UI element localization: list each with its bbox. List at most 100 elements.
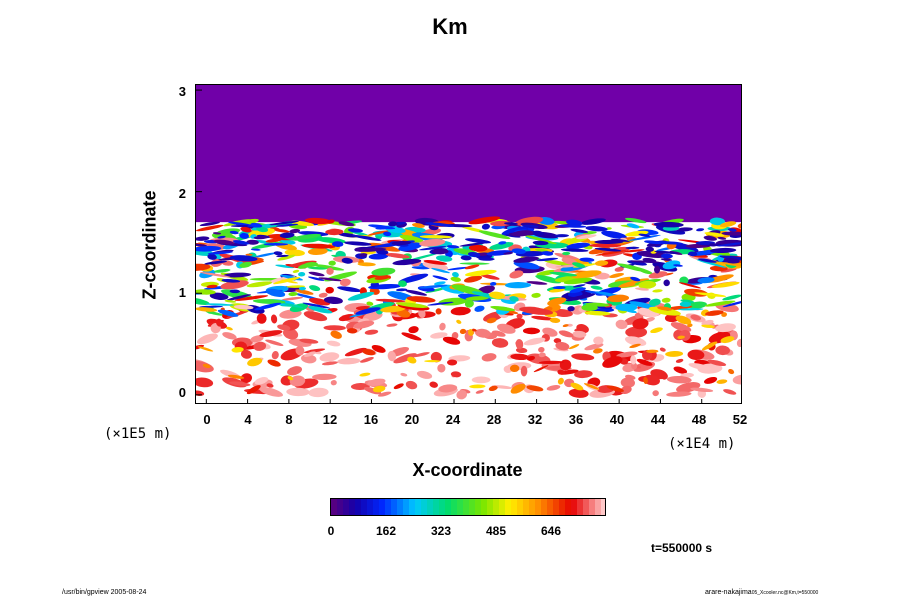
- heatmap-cell: [254, 377, 269, 385]
- heatmap-cell: [720, 268, 737, 273]
- heatmap-cell: [615, 303, 638, 312]
- heatmap-cell: [671, 242, 699, 253]
- heatmap-cell: [196, 243, 207, 247]
- heatmap-cell: [451, 331, 459, 340]
- heatmap-cell: [489, 291, 506, 300]
- heatmap-cell: [232, 240, 250, 245]
- heatmap-cell: [240, 349, 252, 359]
- heatmap-cell: [538, 360, 564, 365]
- heatmap-cell: [728, 368, 735, 375]
- heatmap-cell: [323, 325, 346, 331]
- heatmap-cell: [625, 217, 647, 224]
- heatmap-cell: [722, 294, 741, 301]
- heatmap-cell: [323, 296, 343, 305]
- heatmap-cell: [377, 391, 392, 397]
- heatmap-cell: [447, 266, 470, 271]
- heatmap-cell: [704, 232, 725, 237]
- heatmap-cell: [652, 289, 663, 293]
- heatmap-cell: [715, 345, 730, 356]
- heatmap-cell: [580, 218, 606, 225]
- heatmap-cell: [256, 226, 269, 233]
- heatmap-cell: [526, 385, 544, 392]
- heatmap-cell: [538, 346, 545, 353]
- heatmap-cell: [286, 387, 310, 397]
- heatmap-cell: [467, 329, 474, 336]
- heatmap-cell: [584, 343, 604, 351]
- heatmap-cell: [225, 294, 251, 301]
- heatmap-cell: [374, 275, 391, 280]
- heatmap-cell: [400, 372, 408, 377]
- colorbar-swatch: [583, 499, 590, 515]
- heatmap-cell: [694, 292, 727, 297]
- colorbar-swatch: [511, 499, 518, 515]
- heatmap-cell: [465, 296, 490, 301]
- heatmap-cell: [405, 380, 418, 390]
- heatmap-cell: [720, 336, 735, 344]
- heatmap-cell: [339, 278, 351, 287]
- heatmap-cell: [231, 346, 244, 353]
- colorbar-swatch: [439, 499, 446, 515]
- heatmap-cell: [565, 293, 596, 302]
- heatmap-cell: [515, 338, 524, 350]
- heatmap-cell: [274, 228, 290, 233]
- heatmap-cell: [574, 370, 593, 379]
- heatmap-cell: [526, 281, 548, 285]
- heatmap-cell: [653, 265, 661, 274]
- heatmap-cell: [398, 273, 429, 284]
- heatmap-cell: [459, 328, 467, 335]
- y-tick-label: 3: [178, 84, 186, 99]
- heatmap-cell: [715, 323, 736, 333]
- heatmap-cell: [259, 387, 284, 397]
- y-tick-label: 2: [178, 186, 186, 201]
- heatmap-cell: [625, 326, 648, 338]
- heatmap-cell: [344, 241, 372, 246]
- heatmap-cell: [626, 223, 640, 229]
- heatmap-cell: [513, 256, 539, 263]
- heatmap-cell: [431, 267, 450, 274]
- heatmap-cell: [307, 266, 327, 270]
- heatmap-cell: [489, 242, 514, 250]
- heatmap-cell: [571, 270, 602, 279]
- colorbar-swatch: [595, 499, 602, 515]
- heatmap-cell: [446, 359, 458, 366]
- heatmap-cell: [576, 324, 589, 334]
- heatmap-cell: [624, 336, 647, 347]
- x-tick-label: 44: [650, 412, 666, 427]
- heatmap-cell: [325, 228, 344, 236]
- heatmap-cell: [253, 235, 268, 240]
- heatmap-cell: [616, 351, 638, 358]
- heatmap-cell: [456, 319, 462, 324]
- colorbar-swatch: [589, 499, 596, 515]
- colorbar-swatch: [601, 499, 605, 515]
- y-tick-label: 0: [178, 385, 186, 400]
- heatmap-cell: [292, 269, 300, 273]
- heatmap-cell: [625, 246, 640, 250]
- colorbar-swatch: [343, 499, 350, 515]
- heatmap-cell: [649, 298, 661, 307]
- heatmap-cell: [662, 260, 681, 270]
- heatmap-cell: [638, 280, 657, 289]
- heatmap-field: [196, 85, 741, 403]
- heatmap-cell: [557, 377, 564, 385]
- colorbar-swatch: [469, 499, 476, 515]
- heatmap-cell: [602, 356, 623, 368]
- heatmap-cell: [196, 360, 214, 373]
- heatmap-cell: [676, 227, 693, 232]
- heatmap-cell: [321, 361, 338, 366]
- heatmap-cell: [657, 306, 673, 311]
- heatmap-cell: [398, 280, 407, 287]
- heatmap-cell: [523, 337, 546, 346]
- heatmap-cell: [503, 251, 514, 255]
- heatmap-cell: [638, 233, 651, 238]
- heatmap-cell: [328, 260, 336, 266]
- heatmap-cell: [648, 271, 668, 279]
- heatmap-cell: [230, 224, 249, 227]
- heatmap-cell: [359, 253, 368, 257]
- heatmap-cell: [253, 341, 267, 351]
- heatmap-cell: [393, 353, 417, 364]
- heatmap-cell: [704, 376, 718, 384]
- heatmap-cell: [635, 287, 649, 291]
- heatmap-cell: [375, 298, 406, 303]
- heatmap-cell: [303, 348, 326, 354]
- heatmap-cell: [245, 253, 253, 256]
